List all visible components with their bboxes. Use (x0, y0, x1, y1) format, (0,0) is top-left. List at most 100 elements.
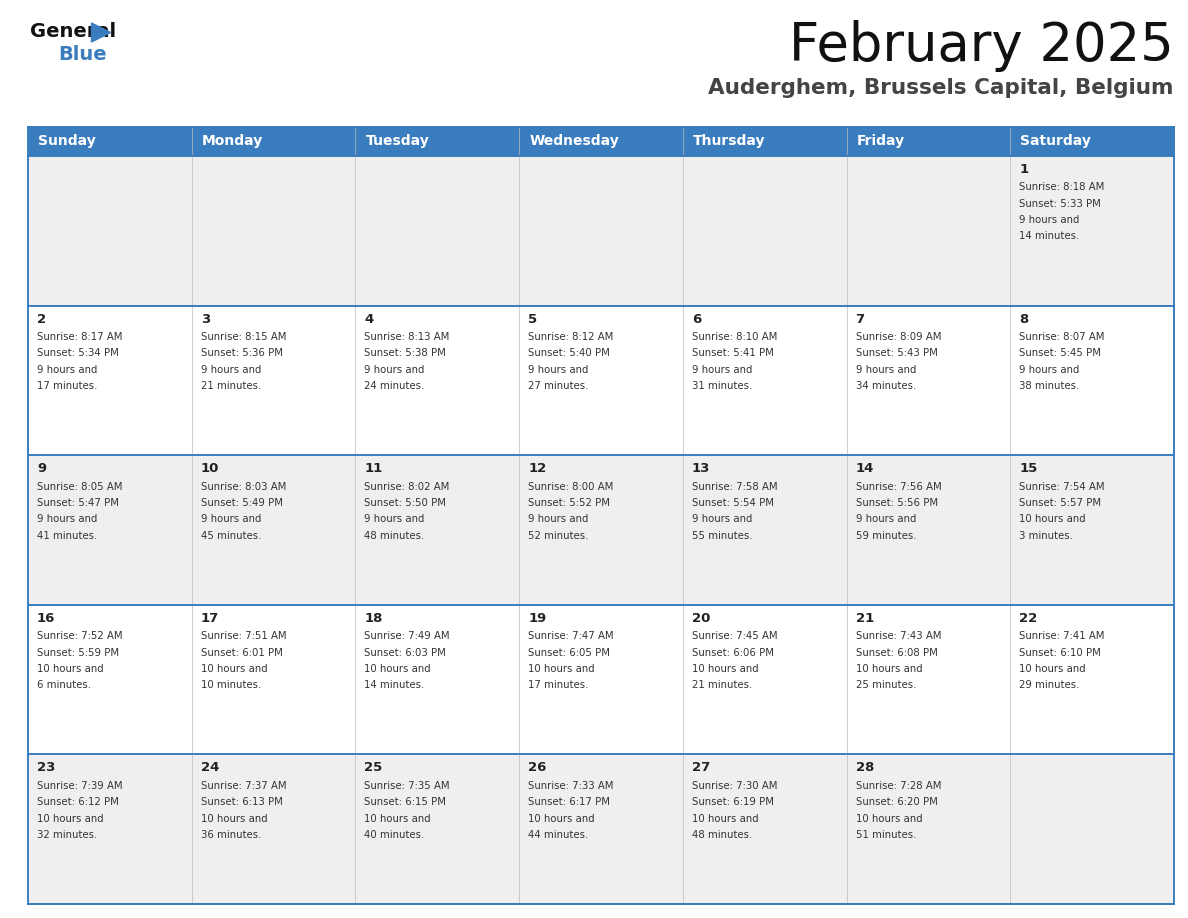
Text: 9 hours and: 9 hours and (37, 364, 97, 375)
Text: 25: 25 (365, 761, 383, 775)
Text: 41 minutes.: 41 minutes. (37, 531, 97, 541)
Text: 28: 28 (855, 761, 874, 775)
Text: 9 hours and: 9 hours and (529, 364, 588, 375)
Text: Friday: Friday (857, 134, 905, 148)
Text: Sunset: 6:19 PM: Sunset: 6:19 PM (691, 797, 773, 807)
Text: 32 minutes.: 32 minutes. (37, 830, 97, 840)
Text: 31 minutes.: 31 minutes. (691, 381, 752, 391)
Text: Sunrise: 7:54 AM: Sunrise: 7:54 AM (1019, 482, 1105, 492)
Text: Sunset: 5:47 PM: Sunset: 5:47 PM (37, 498, 119, 508)
Text: Sunset: 6:03 PM: Sunset: 6:03 PM (365, 647, 447, 657)
Text: 9 hours and: 9 hours and (855, 364, 916, 375)
Text: 14: 14 (855, 462, 874, 476)
Text: 9 hours and: 9 hours and (1019, 215, 1080, 225)
Text: 9: 9 (37, 462, 46, 476)
Text: 10 hours and: 10 hours and (37, 813, 103, 823)
Text: 8: 8 (1019, 313, 1029, 326)
Text: Sunrise: 7:28 AM: Sunrise: 7:28 AM (855, 781, 941, 791)
Text: Sunrise: 7:43 AM: Sunrise: 7:43 AM (855, 632, 941, 642)
Text: Sunset: 5:43 PM: Sunset: 5:43 PM (855, 349, 937, 358)
Text: 10 hours and: 10 hours and (1019, 514, 1086, 524)
Text: 9 hours and: 9 hours and (201, 514, 261, 524)
Text: February 2025: February 2025 (789, 20, 1174, 72)
Bar (29, 306, 1174, 455)
Text: 17: 17 (201, 611, 219, 625)
Text: Sunrise: 8:15 AM: Sunrise: 8:15 AM (201, 332, 286, 342)
Text: Sunrise: 8:07 AM: Sunrise: 8:07 AM (1019, 332, 1105, 342)
Text: Sunrise: 7:37 AM: Sunrise: 7:37 AM (201, 781, 286, 791)
Bar (29, 455, 1174, 605)
Text: Sunrise: 7:45 AM: Sunrise: 7:45 AM (691, 632, 777, 642)
Text: 36 minutes.: 36 minutes. (201, 830, 261, 840)
Polygon shape (91, 23, 110, 42)
Text: 9 hours and: 9 hours and (691, 514, 752, 524)
Text: 15: 15 (1019, 462, 1037, 476)
Text: Sunset: 5:50 PM: Sunset: 5:50 PM (365, 498, 447, 508)
Text: 10 hours and: 10 hours and (37, 664, 103, 674)
Text: 40 minutes.: 40 minutes. (365, 830, 424, 840)
Text: 10 hours and: 10 hours and (855, 664, 922, 674)
Text: 55 minutes.: 55 minutes. (691, 531, 752, 541)
Text: 10 hours and: 10 hours and (365, 664, 431, 674)
Text: Sunrise: 7:49 AM: Sunrise: 7:49 AM (365, 632, 450, 642)
Text: Sunrise: 7:35 AM: Sunrise: 7:35 AM (365, 781, 450, 791)
Text: 10 hours and: 10 hours and (529, 664, 595, 674)
Text: General: General (30, 22, 116, 41)
Text: 9 hours and: 9 hours and (691, 364, 752, 375)
Text: Sunset: 6:05 PM: Sunset: 6:05 PM (529, 647, 611, 657)
Text: Sunset: 5:41 PM: Sunset: 5:41 PM (691, 349, 773, 358)
Text: Sunset: 5:34 PM: Sunset: 5:34 PM (37, 349, 119, 358)
Text: Sunset: 5:56 PM: Sunset: 5:56 PM (855, 498, 937, 508)
Text: 14 minutes.: 14 minutes. (1019, 231, 1080, 241)
Text: 27: 27 (691, 761, 710, 775)
Text: Sunrise: 8:09 AM: Sunrise: 8:09 AM (855, 332, 941, 342)
Text: 17 minutes.: 17 minutes. (529, 680, 588, 690)
Text: 10: 10 (201, 462, 219, 476)
Text: 48 minutes.: 48 minutes. (365, 531, 424, 541)
Text: 24: 24 (201, 761, 219, 775)
Text: Sunset: 5:36 PM: Sunset: 5:36 PM (201, 349, 283, 358)
Text: Monday: Monday (202, 134, 263, 148)
Text: 1: 1 (1019, 163, 1029, 176)
Bar (29, 605, 1174, 755)
Text: 13: 13 (691, 462, 710, 476)
Text: 9 hours and: 9 hours and (201, 364, 261, 375)
Text: Sunrise: 7:56 AM: Sunrise: 7:56 AM (855, 482, 941, 492)
Text: 10 hours and: 10 hours and (529, 813, 595, 823)
Text: Sunset: 5:45 PM: Sunset: 5:45 PM (1019, 349, 1101, 358)
Text: 20: 20 (691, 611, 710, 625)
Text: Sunset: 6:12 PM: Sunset: 6:12 PM (37, 797, 119, 807)
Text: Sunrise: 8:05 AM: Sunrise: 8:05 AM (37, 482, 122, 492)
Text: 45 minutes.: 45 minutes. (201, 531, 261, 541)
Text: Sunrise: 7:51 AM: Sunrise: 7:51 AM (201, 632, 286, 642)
Text: 3 minutes.: 3 minutes. (1019, 531, 1073, 541)
Text: 38 minutes.: 38 minutes. (1019, 381, 1080, 391)
Text: Wednesday: Wednesday (529, 134, 619, 148)
Text: 23: 23 (37, 761, 56, 775)
Text: Sunday: Sunday (38, 134, 96, 148)
Text: Sunset: 6:08 PM: Sunset: 6:08 PM (855, 647, 937, 657)
Text: Sunrise: 7:30 AM: Sunrise: 7:30 AM (691, 781, 777, 791)
Text: Thursday: Thursday (693, 134, 765, 148)
Text: 16: 16 (37, 611, 56, 625)
Text: 59 minutes.: 59 minutes. (855, 531, 916, 541)
Text: 22: 22 (1019, 611, 1037, 625)
Text: 48 minutes.: 48 minutes. (691, 830, 752, 840)
Text: 25 minutes.: 25 minutes. (855, 680, 916, 690)
Text: 44 minutes.: 44 minutes. (529, 830, 588, 840)
Text: 9 hours and: 9 hours and (1019, 364, 1080, 375)
Bar (29, 755, 1174, 904)
Text: Sunrise: 8:00 AM: Sunrise: 8:00 AM (529, 482, 613, 492)
Text: 52 minutes.: 52 minutes. (529, 531, 588, 541)
Text: 7: 7 (855, 313, 865, 326)
Text: Sunrise: 7:52 AM: Sunrise: 7:52 AM (37, 632, 122, 642)
Text: Tuesday: Tuesday (366, 134, 429, 148)
Text: 12: 12 (529, 462, 546, 476)
Text: 26: 26 (529, 761, 546, 775)
Text: 21 minutes.: 21 minutes. (691, 680, 752, 690)
Text: 9 hours and: 9 hours and (855, 514, 916, 524)
Text: 10 minutes.: 10 minutes. (201, 680, 261, 690)
Text: 11: 11 (365, 462, 383, 476)
Text: Sunset: 5:54 PM: Sunset: 5:54 PM (691, 498, 773, 508)
Text: 2: 2 (37, 313, 46, 326)
